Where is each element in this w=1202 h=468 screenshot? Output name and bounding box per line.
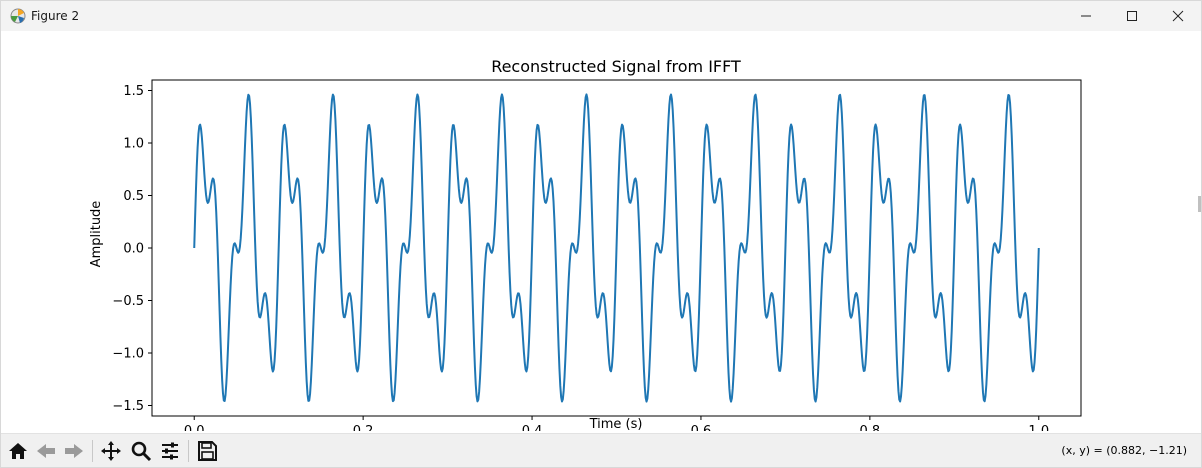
y-axis-label: Amplitude	[89, 201, 104, 268]
maximize-button[interactable]	[1109, 1, 1155, 31]
pan-icon	[101, 441, 121, 461]
matplotlib-logo-icon	[10, 8, 26, 24]
close-icon	[1172, 10, 1184, 22]
toolbar-separator	[92, 440, 93, 462]
x-tick-label: 0.2	[353, 424, 374, 431]
pan-button[interactable]	[98, 438, 124, 464]
y-tick-label: 1.5	[123, 84, 144, 99]
y-tick-label: −1.5	[112, 399, 144, 414]
x-tick-label: 0.4	[522, 424, 543, 431]
resize-grip	[1198, 196, 1201, 212]
y-tick-label: 0.0	[123, 242, 144, 257]
maximize-icon	[1127, 11, 1137, 21]
save-icon	[198, 441, 217, 461]
zoom-button[interactable]	[128, 438, 154, 464]
back-button[interactable]	[33, 438, 59, 464]
zoom-icon	[131, 441, 152, 462]
x-tick-label: 0.6	[691, 424, 712, 431]
series-line	[193, 93, 1040, 403]
title-bar: Figure 2	[1, 1, 1201, 31]
chart-title: Reconstructed Signal from IFFT	[491, 57, 741, 76]
window-title: Figure 2	[31, 9, 80, 23]
home-icon	[9, 443, 27, 459]
x-tick-label: 1.0	[1028, 424, 1049, 431]
navigation-toolbar: (x, y) = (0.882, −1.21)	[1, 433, 1201, 467]
configure-subplots-icon	[162, 442, 178, 460]
y-tick-label: −0.5	[112, 294, 144, 309]
minimize-button[interactable]	[1063, 1, 1109, 31]
y-tick-label: 0.5	[123, 189, 144, 204]
y-axis: −1.5 −1.0 −0.5 0.0 0.5 1.0 1.5	[112, 84, 152, 414]
x-axis-label: Time (s)	[589, 417, 643, 431]
close-button[interactable]	[1155, 1, 1201, 31]
y-tick-label: −1.0	[112, 347, 144, 362]
forward-button[interactable]	[61, 438, 87, 464]
y-tick-label: 1.0	[123, 137, 144, 152]
x-tick-label: 0.8	[860, 424, 881, 431]
save-button[interactable]	[194, 438, 220, 464]
back-icon	[37, 444, 55, 458]
toolbar-separator	[188, 440, 189, 462]
forward-icon	[65, 444, 83, 458]
cursor-coordinates: (x, y) = (0.882, −1.21)	[1061, 444, 1187, 457]
configure-subplots-button[interactable]	[157, 438, 183, 464]
home-button[interactable]	[5, 438, 31, 464]
chart[interactable]: Reconstructed Signal from IFFT 0.0 0.2 0.4…	[1, 31, 1201, 439]
figure-canvas[interactable]: Reconstructed Signal from IFFT 0.0 0.2 0.4…	[1, 31, 1201, 439]
minimize-icon	[1081, 15, 1091, 17]
x-tick-label: 0.0	[184, 424, 205, 431]
